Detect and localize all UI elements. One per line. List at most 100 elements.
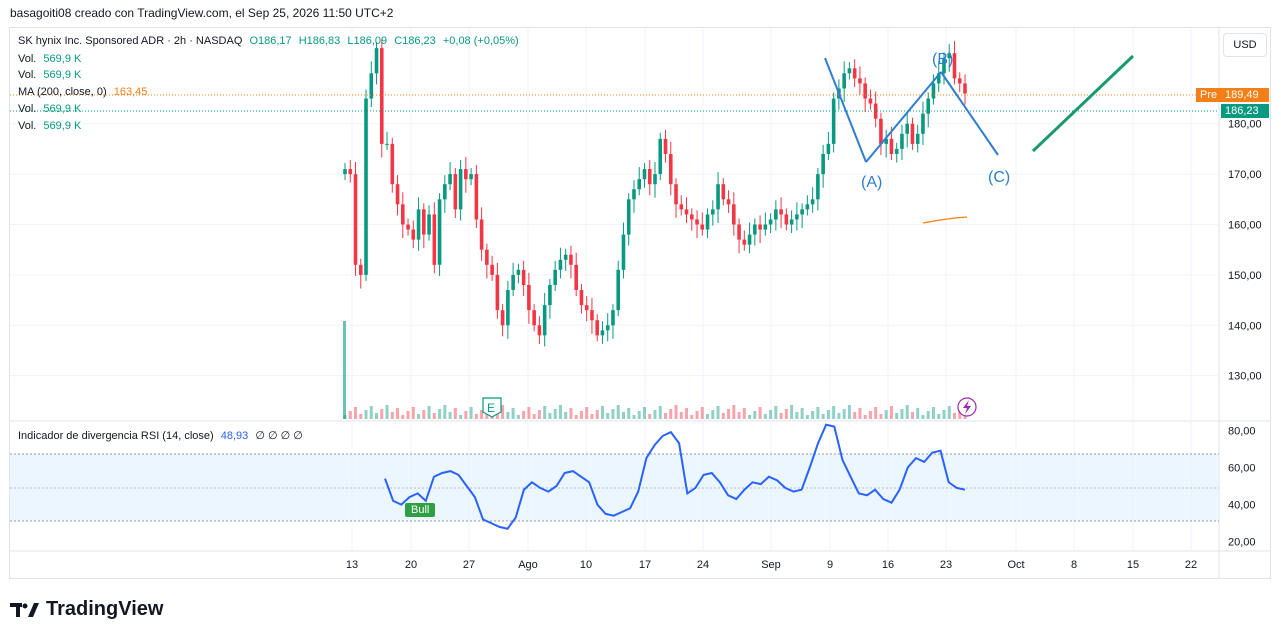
lightning-event-icon[interactable] [957, 397, 977, 417]
candle-body [411, 229, 416, 240]
time-tick-label: 20 [405, 559, 417, 571]
candle-body [905, 123, 910, 134]
open-value: O186,17 [249, 35, 292, 47]
volume-bar [579, 411, 583, 419]
ma-legend[interactable]: MA (200, close, 0) 163,45 [18, 86, 151, 98]
volume-bar [769, 410, 773, 419]
volume-bar [590, 414, 594, 419]
earnings-marker[interactable]: E [482, 397, 502, 418]
candle-body [353, 174, 358, 265]
candlestick-series [343, 39, 967, 347]
candle-body [716, 184, 720, 210]
rsi-tick-label: 60,00 [1228, 462, 1256, 474]
volume-bar [396, 408, 400, 419]
volume-bar [574, 415, 578, 419]
wave-label-c[interactable]: (C) [988, 169, 1010, 186]
volume-bar [816, 407, 820, 419]
volume-bar [474, 414, 478, 419]
candle-body [642, 169, 647, 180]
volume-bar [695, 411, 699, 419]
candle-body [432, 214, 437, 265]
candle-body [821, 153, 825, 175]
candle-body [858, 78, 862, 84]
candle-body [590, 310, 594, 321]
symbol-title[interactable]: SK hynix Inc. Sponsored ADR · 2h · NASDA… [18, 35, 243, 47]
volume-bar [369, 406, 373, 419]
volume-bar [674, 405, 678, 419]
wave-line-b[interactable] [865, 71, 942, 163]
price-tick-label: 160,00 [1228, 220, 1262, 232]
candle-body [774, 209, 778, 220]
volume-bar [506, 412, 510, 419]
close-value: C186,23 [394, 35, 436, 47]
candle-body [737, 224, 741, 240]
candle-body [490, 264, 494, 275]
candle-body [726, 199, 731, 205]
volume-legend-1[interactable]: Vol. 569,9 K [18, 53, 85, 65]
volume-bar [432, 413, 436, 419]
volume-legend-2[interactable]: Vol. 569,9 K [18, 69, 85, 81]
volume-bar [884, 410, 888, 419]
volume-bar [916, 408, 920, 419]
volume-bar [748, 415, 752, 419]
volume-bar [784, 409, 788, 419]
candle-body [448, 174, 452, 185]
candle-body [679, 204, 684, 210]
candle-body [732, 204, 736, 225]
ma-200-line [922, 216, 968, 224]
volume-bar [522, 411, 526, 419]
volume-bar [359, 414, 363, 419]
volume-bar [600, 406, 604, 419]
wave-line-a[interactable] [824, 57, 867, 163]
volume-bar [380, 409, 384, 419]
candle-body [705, 214, 710, 230]
candle-body [621, 234, 626, 270]
volume-bar [805, 415, 809, 419]
volume-legend-4[interactable]: Vol. 569,9 K [18, 120, 85, 132]
candle-body [889, 138, 894, 154]
volume-bar [790, 405, 794, 419]
time-tick-label: 24 [697, 559, 709, 571]
volume-bar [385, 405, 389, 419]
candle-body [795, 214, 799, 220]
time-tick-label: 23 [940, 559, 952, 571]
candle-body [805, 204, 810, 210]
chart-author-header: basagoiti08 creado con TradingView.com, … [10, 6, 394, 20]
volume-bar [401, 415, 405, 419]
candle-body [358, 264, 363, 275]
volume-bar [611, 409, 615, 419]
volume-bar [406, 411, 410, 419]
candle-body [574, 264, 578, 290]
candle-body [437, 199, 442, 265]
rsi-tick-label: 20,00 [1228, 537, 1256, 549]
volume-bar [837, 413, 841, 419]
candle-body [810, 199, 815, 205]
candle-body [374, 48, 379, 74]
candle-body [921, 113, 925, 134]
rsi-value: 48,93 [220, 430, 249, 442]
time-tick-label: 9 [827, 559, 833, 571]
volume-bar [427, 406, 431, 419]
volume-bar [464, 411, 468, 419]
tradingview-logo[interactable]: TradingView [10, 598, 163, 621]
change-value: +0,08 (+0,05%) [442, 35, 519, 47]
projection-line[interactable] [1031, 54, 1135, 153]
candle-body [915, 133, 920, 144]
candle-body [427, 214, 431, 235]
currency-button[interactable]: USD [1223, 33, 1267, 57]
candle-body [395, 184, 400, 205]
volume-bar [417, 414, 421, 419]
candle-body [537, 325, 542, 336]
wave-label-a[interactable]: (A) [861, 174, 882, 191]
wave-line-c[interactable] [940, 71, 999, 156]
volume-bar [606, 413, 610, 419]
volume-legend-3[interactable]: Vol. 569,9 K [18, 103, 85, 115]
volume-bar [543, 406, 547, 419]
candle-body [879, 118, 883, 144]
candle-body [406, 224, 410, 230]
rsi-tick-label: 80,00 [1228, 425, 1256, 437]
rsi-legend[interactable]: Indicador de divergencia RSI (14, close)… [18, 429, 307, 442]
candle-body [400, 204, 405, 225]
wave-label-b[interactable]: (B) [932, 51, 953, 68]
